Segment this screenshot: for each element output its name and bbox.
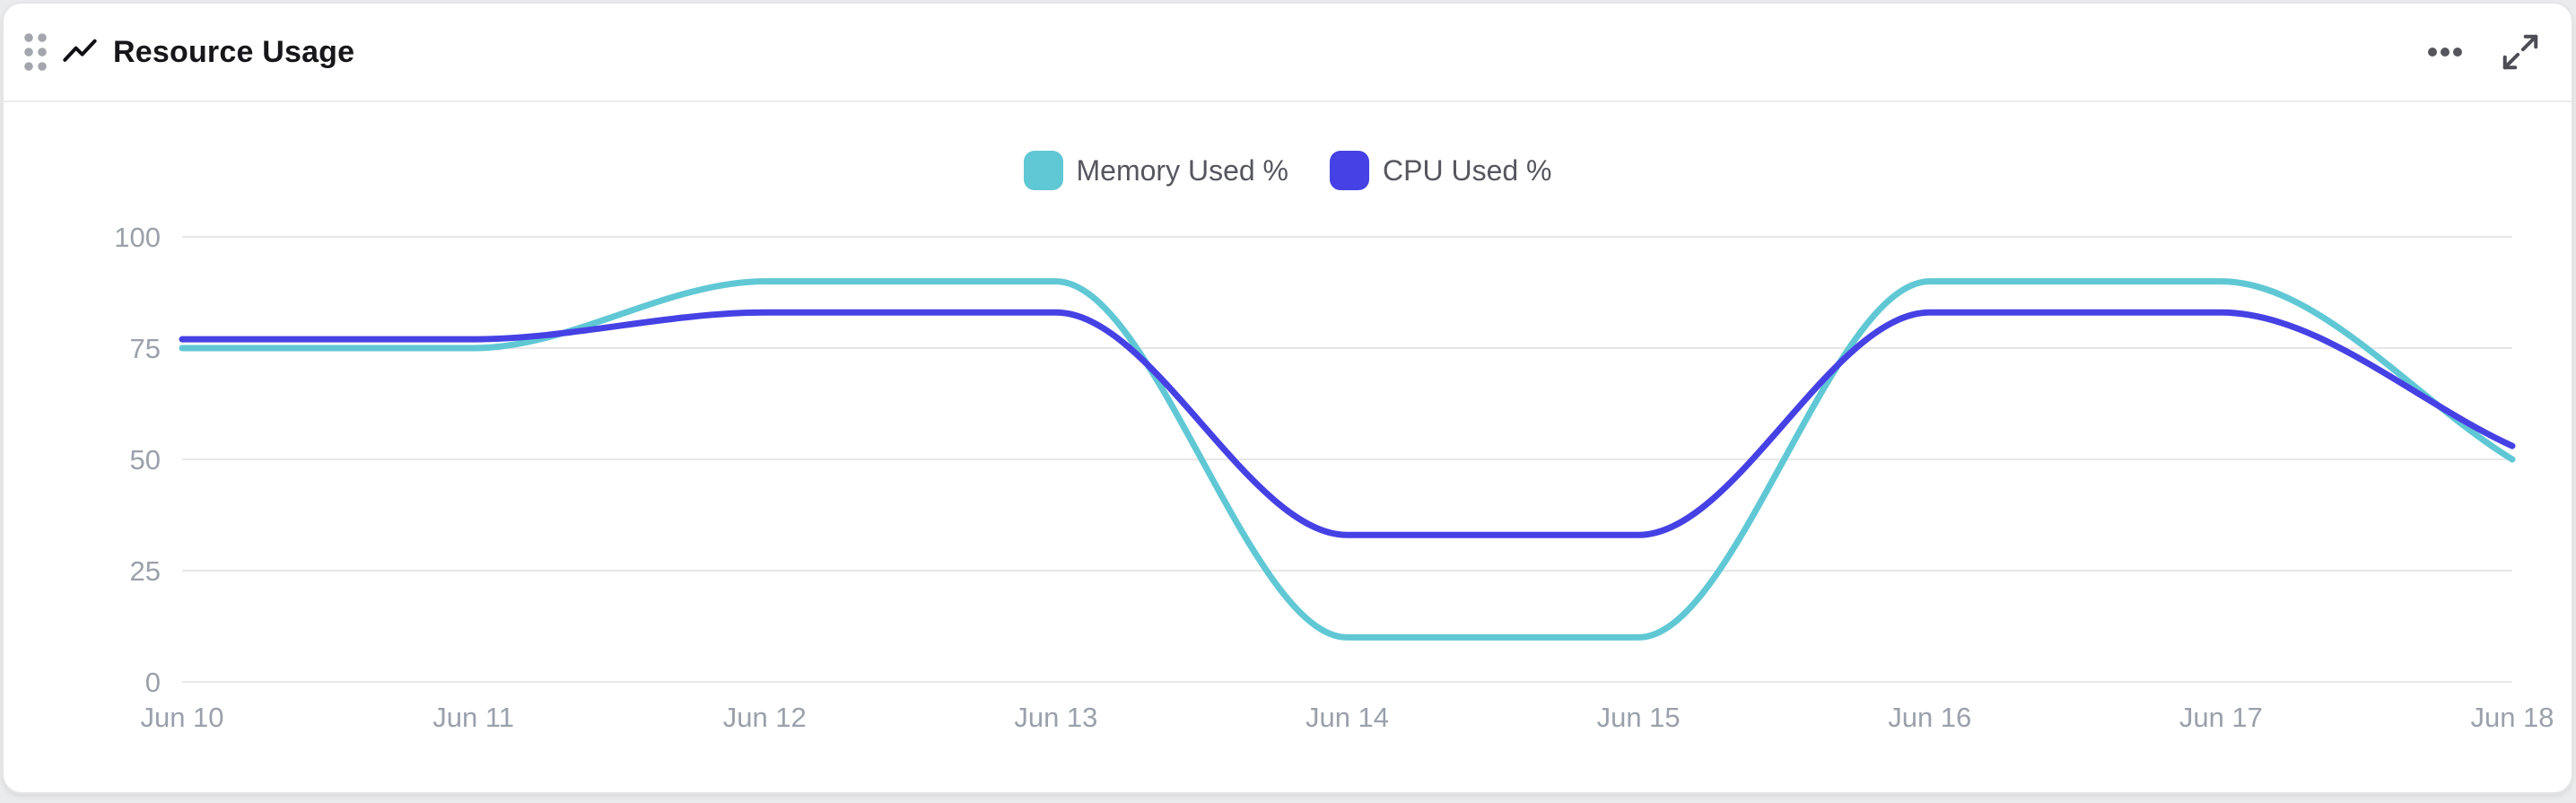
x-axis-tick-label: Jun 10 xyxy=(140,702,223,733)
x-axis-tick-label: Jun 17 xyxy=(2179,702,2263,733)
legend-item-memory-used[interactable]: Memory Used % xyxy=(1023,151,1289,190)
series-line-cpu-used xyxy=(179,309,2516,538)
chart-legend: Memory Used % CPU Used % xyxy=(4,151,2572,190)
more-options-button[interactable] xyxy=(2421,28,2469,76)
expand-button[interactable] xyxy=(2496,28,2545,76)
x-axis-tick-label: Jun 11 xyxy=(432,702,514,733)
trend-line-icon xyxy=(61,33,99,71)
legend-swatch xyxy=(1330,151,1369,190)
expand-icon xyxy=(2502,34,2538,70)
x-axis-tick-label: Jun 16 xyxy=(1888,702,1971,733)
y-axis-tick-label: 100 xyxy=(114,222,161,253)
y-axis-tick-label: 0 xyxy=(145,667,161,698)
y-axis-tick-label: 50 xyxy=(130,444,161,476)
drag-handle[interactable] xyxy=(22,31,48,73)
x-axis-tick-label: Jun 15 xyxy=(1597,702,1681,733)
more-options-icon xyxy=(2428,48,2462,57)
legend-label: CPU Used % xyxy=(1383,153,1552,187)
resource-usage-chart[interactable]: 0 25 50 75 100 Jun 10 Jun 11 Jun 12 Jun 13 Jun 14… xyxy=(4,102,2566,791)
legend-label: Memory Used % xyxy=(1076,153,1289,187)
x-axis-tick-label: Jun 13 xyxy=(1014,702,1097,733)
x-axis-tick-label: Jun 14 xyxy=(1305,702,1389,733)
x-axis-tick-label: Jun 12 xyxy=(723,702,807,733)
chart-region: Memory Used % CPU Used % 0 25 50 75 100 Jun 10… xyxy=(4,102,2572,792)
drag-handle-icon xyxy=(24,33,47,71)
series-line-memory-used xyxy=(179,278,2516,641)
y-axis-tick-label: 25 xyxy=(130,555,161,587)
y-axis-tick-label: 75 xyxy=(130,333,161,364)
card-title: Resource Usage xyxy=(113,34,355,69)
legend-swatch xyxy=(1023,151,1063,190)
x-axis-tick-label: Jun 18 xyxy=(2470,702,2554,733)
legend-item-cpu-used[interactable]: CPU Used % xyxy=(1330,151,1552,190)
card-header: Resource Usage xyxy=(4,4,2572,102)
